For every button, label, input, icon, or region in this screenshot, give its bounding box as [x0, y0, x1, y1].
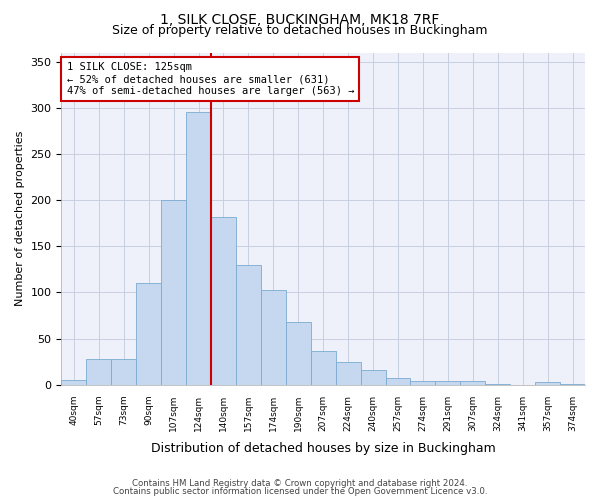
Bar [335, 362, 361, 385]
Bar [86, 359, 111, 385]
Bar [460, 381, 485, 385]
Bar [535, 382, 560, 385]
Bar [485, 384, 510, 385]
Bar [261, 290, 286, 385]
Bar [560, 384, 585, 385]
Bar [211, 217, 236, 385]
Text: Contains HM Land Registry data © Crown copyright and database right 2024.: Contains HM Land Registry data © Crown c… [132, 478, 468, 488]
Text: Contains public sector information licensed under the Open Government Licence v3: Contains public sector information licen… [113, 487, 487, 496]
Bar [311, 350, 335, 385]
Bar [161, 200, 186, 385]
Bar [436, 381, 460, 385]
X-axis label: Distribution of detached houses by size in Buckingham: Distribution of detached houses by size … [151, 442, 496, 455]
Bar [286, 322, 311, 385]
Bar [361, 370, 386, 385]
Bar [61, 380, 86, 385]
Text: 1, SILK CLOSE, BUCKINGHAM, MK18 7RF: 1, SILK CLOSE, BUCKINGHAM, MK18 7RF [160, 12, 440, 26]
Text: 1 SILK CLOSE: 125sqm
← 52% of detached houses are smaller (631)
47% of semi-deta: 1 SILK CLOSE: 125sqm ← 52% of detached h… [67, 62, 354, 96]
Bar [136, 284, 161, 385]
Y-axis label: Number of detached properties: Number of detached properties [15, 131, 25, 306]
Bar [186, 112, 211, 385]
Text: Size of property relative to detached houses in Buckingham: Size of property relative to detached ho… [112, 24, 488, 37]
Bar [111, 359, 136, 385]
Bar [236, 265, 261, 385]
Bar [410, 381, 436, 385]
Bar [386, 378, 410, 385]
